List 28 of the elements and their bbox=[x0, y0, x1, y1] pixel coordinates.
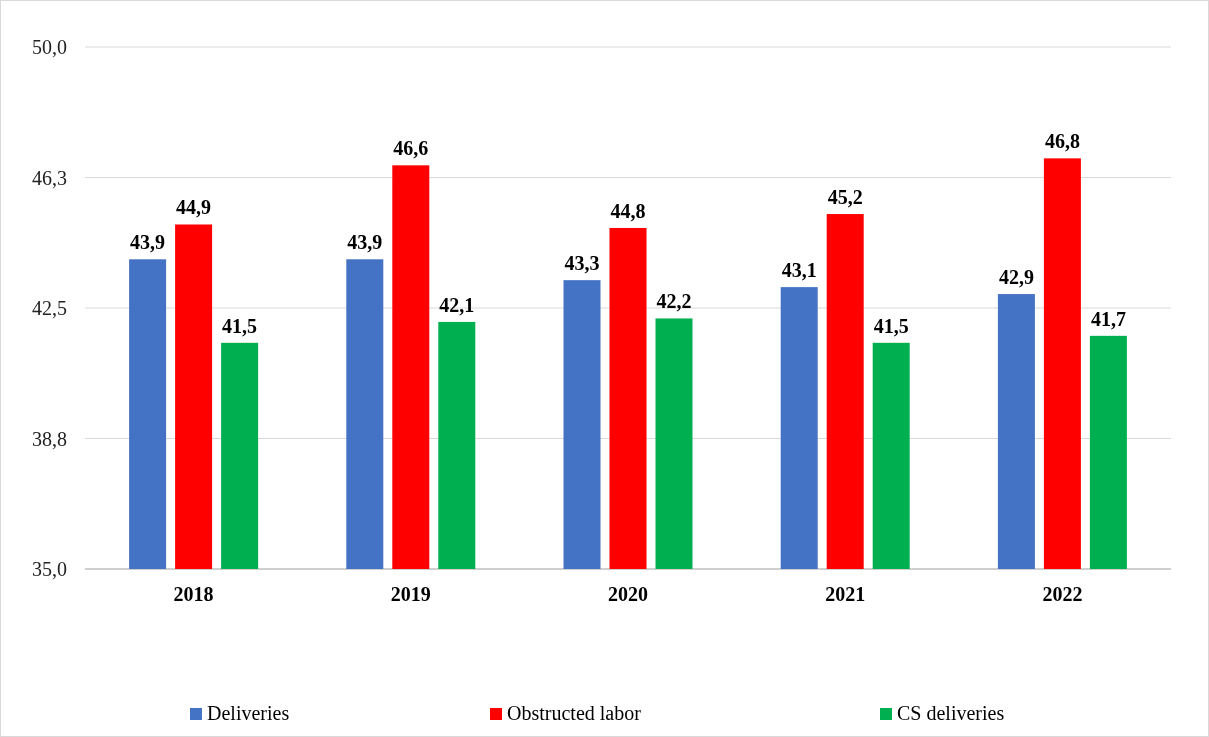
data-label: 46,8 bbox=[1044, 130, 1080, 153]
data-label: 43,9 bbox=[347, 231, 383, 254]
data-label: 44,9 bbox=[176, 196, 212, 219]
x-tick-label: 2022 bbox=[1042, 583, 1083, 605]
legend-label: Deliveries bbox=[207, 702, 290, 724]
data-label: 43,9 bbox=[130, 231, 166, 254]
data-label: 41,5 bbox=[873, 314, 909, 337]
y-tick-label: 42,5 bbox=[32, 297, 67, 319]
x-tick-label: 2018 bbox=[173, 583, 214, 605]
x-tick-label: 2020 bbox=[608, 583, 648, 605]
data-label: 43,1 bbox=[781, 259, 817, 282]
y-tick-label: 38,8 bbox=[32, 427, 67, 450]
data-label: 41,7 bbox=[1090, 307, 1126, 330]
data-label: 42,2 bbox=[656, 290, 692, 313]
y-tick-label: 50,0 bbox=[32, 36, 67, 58]
y-tick-label: 35,0 bbox=[32, 558, 67, 580]
legend-label: Obstructed labor bbox=[507, 702, 642, 724]
legend-label: CS deliveries bbox=[897, 702, 1005, 724]
data-label: 42,9 bbox=[998, 266, 1034, 289]
data-label: 41,5 bbox=[222, 314, 258, 337]
x-tick-label: 2021 bbox=[825, 583, 866, 605]
data-label: 44,8 bbox=[610, 199, 646, 222]
data-label: 43,3 bbox=[564, 252, 600, 275]
y-tick-label: 46,3 bbox=[32, 166, 67, 189]
data-label: 42,1 bbox=[439, 293, 475, 316]
x-tick-label: 2019 bbox=[390, 583, 431, 605]
data-label: 46,6 bbox=[393, 137, 429, 160]
data-label: 45,2 bbox=[827, 186, 863, 209]
